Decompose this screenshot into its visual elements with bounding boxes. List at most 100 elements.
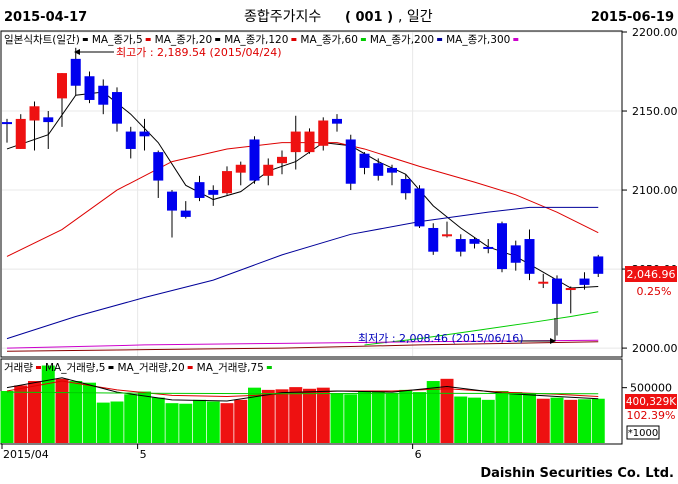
price-tick-label: 2200.00 (632, 26, 678, 39)
candle (414, 185, 425, 228)
volume-bars (0, 365, 605, 443)
candle (139, 118, 150, 151)
volume-tick-label: 500000 (630, 382, 672, 395)
candle (2, 118, 12, 143)
candle (387, 164, 397, 186)
volume-ma-lines (6, 377, 599, 402)
volume-bar (248, 387, 261, 443)
candle (524, 229, 535, 281)
volume-bar (344, 394, 358, 443)
legend-label: MA_종가,5 (92, 34, 143, 46)
volume-ma-line (6, 391, 599, 395)
legend-label: 거래량 (4, 362, 33, 374)
legend-swatch (108, 366, 114, 369)
candle (70, 47, 81, 96)
legend-swatch (291, 38, 297, 41)
candle (222, 166, 232, 195)
candles (2, 47, 604, 336)
high-annotation: 최고가 : 2,189.54 (2015/04/24) (74, 46, 282, 59)
last-price-value: 2,046.96 (627, 268, 676, 281)
legend-swatch (215, 38, 221, 41)
candle (455, 234, 466, 257)
candle (483, 239, 494, 254)
ma-line (6, 341, 599, 352)
volume-bar (578, 399, 591, 443)
volume-bar (358, 390, 371, 443)
candle (235, 161, 246, 186)
volume-bar (468, 397, 481, 443)
ma-line (6, 206, 599, 340)
volume-axis: 500000 (622, 382, 672, 395)
volume-bar (303, 388, 316, 443)
volume-unit: *1000 (628, 428, 658, 439)
price-tick-label: 2100.00 (632, 184, 678, 197)
volume-bar (261, 389, 275, 443)
volume-legend: 거래량 MA_거래량,5 MA_거래량,20 MA_거래량,75 (4, 362, 272, 374)
candle (29, 101, 40, 151)
volume-unit-box (626, 425, 660, 440)
volume-bar (14, 385, 28, 443)
price-tick-label: 2000.00 (632, 342, 678, 355)
chart-period: , 일간 (398, 9, 433, 25)
candle (153, 150, 164, 198)
legend-label: MA_거래량,20 (117, 362, 184, 374)
legend-label: MA_종가,120 (224, 34, 288, 46)
price-tick-label: 2150.00 (632, 105, 678, 118)
volume-bar (550, 397, 564, 443)
last-price-box (625, 266, 677, 282)
legend-swatch (145, 38, 151, 41)
volume-bar (83, 382, 96, 443)
high-annotation-text: 최고가 : 2,189.54 (2015/04/24) (116, 46, 282, 59)
volume-bar (110, 401, 124, 443)
chart-title: 종합주가지수 (244, 9, 321, 25)
legend-swatch (360, 38, 366, 41)
legend-label: MA_종가,200 (370, 34, 434, 46)
legend-swatch (437, 38, 443, 41)
candle (112, 87, 122, 132)
volume-bar (426, 381, 440, 443)
candle (442, 221, 452, 238)
candle (290, 115, 301, 170)
volume-bar (275, 389, 289, 443)
legend-label: 일본식차트(일간) (4, 33, 80, 46)
legend-swatch (35, 366, 41, 369)
candle (510, 240, 521, 271)
price-panel (0, 30, 623, 358)
volume-bar (371, 391, 385, 443)
volume-ma-line (6, 380, 599, 398)
legend-swatch (513, 38, 519, 41)
volume-bar (316, 387, 330, 443)
volume-bar (0, 390, 14, 443)
volume-bar (179, 403, 193, 443)
volume-bar (28, 381, 41, 443)
last-price-change: 0.25% (637, 285, 672, 298)
chart-code: ( 001 ) (345, 10, 393, 25)
candle (593, 254, 604, 277)
volume-bar (413, 392, 426, 443)
candle (84, 71, 95, 104)
legend-label: MA_종가,300 (446, 34, 510, 46)
volume-bar (165, 403, 179, 443)
low-annotation: 최저가 : 2,008.46 (2015/06/16) (358, 318, 556, 345)
last-volume-change: 102.39% (627, 409, 676, 422)
volume-bar (138, 391, 151, 443)
ma-line (6, 339, 599, 349)
volume-bar (69, 381, 83, 443)
volume-bar (440, 378, 454, 443)
volume-bar (41, 365, 55, 443)
volume-bar (481, 399, 495, 443)
candle (125, 126, 136, 159)
volume-bar (55, 378, 69, 443)
candle (538, 273, 549, 289)
end-date: 2015-06-19 (591, 10, 674, 25)
volume-bar (454, 396, 468, 443)
candle (579, 272, 590, 290)
candle (194, 175, 205, 202)
candle (359, 152, 370, 175)
volume-bar (509, 392, 523, 443)
volume-bar (96, 402, 110, 443)
x-tick-label: 2015/04 (3, 448, 49, 461)
x-tick-label: 5 (140, 448, 147, 461)
